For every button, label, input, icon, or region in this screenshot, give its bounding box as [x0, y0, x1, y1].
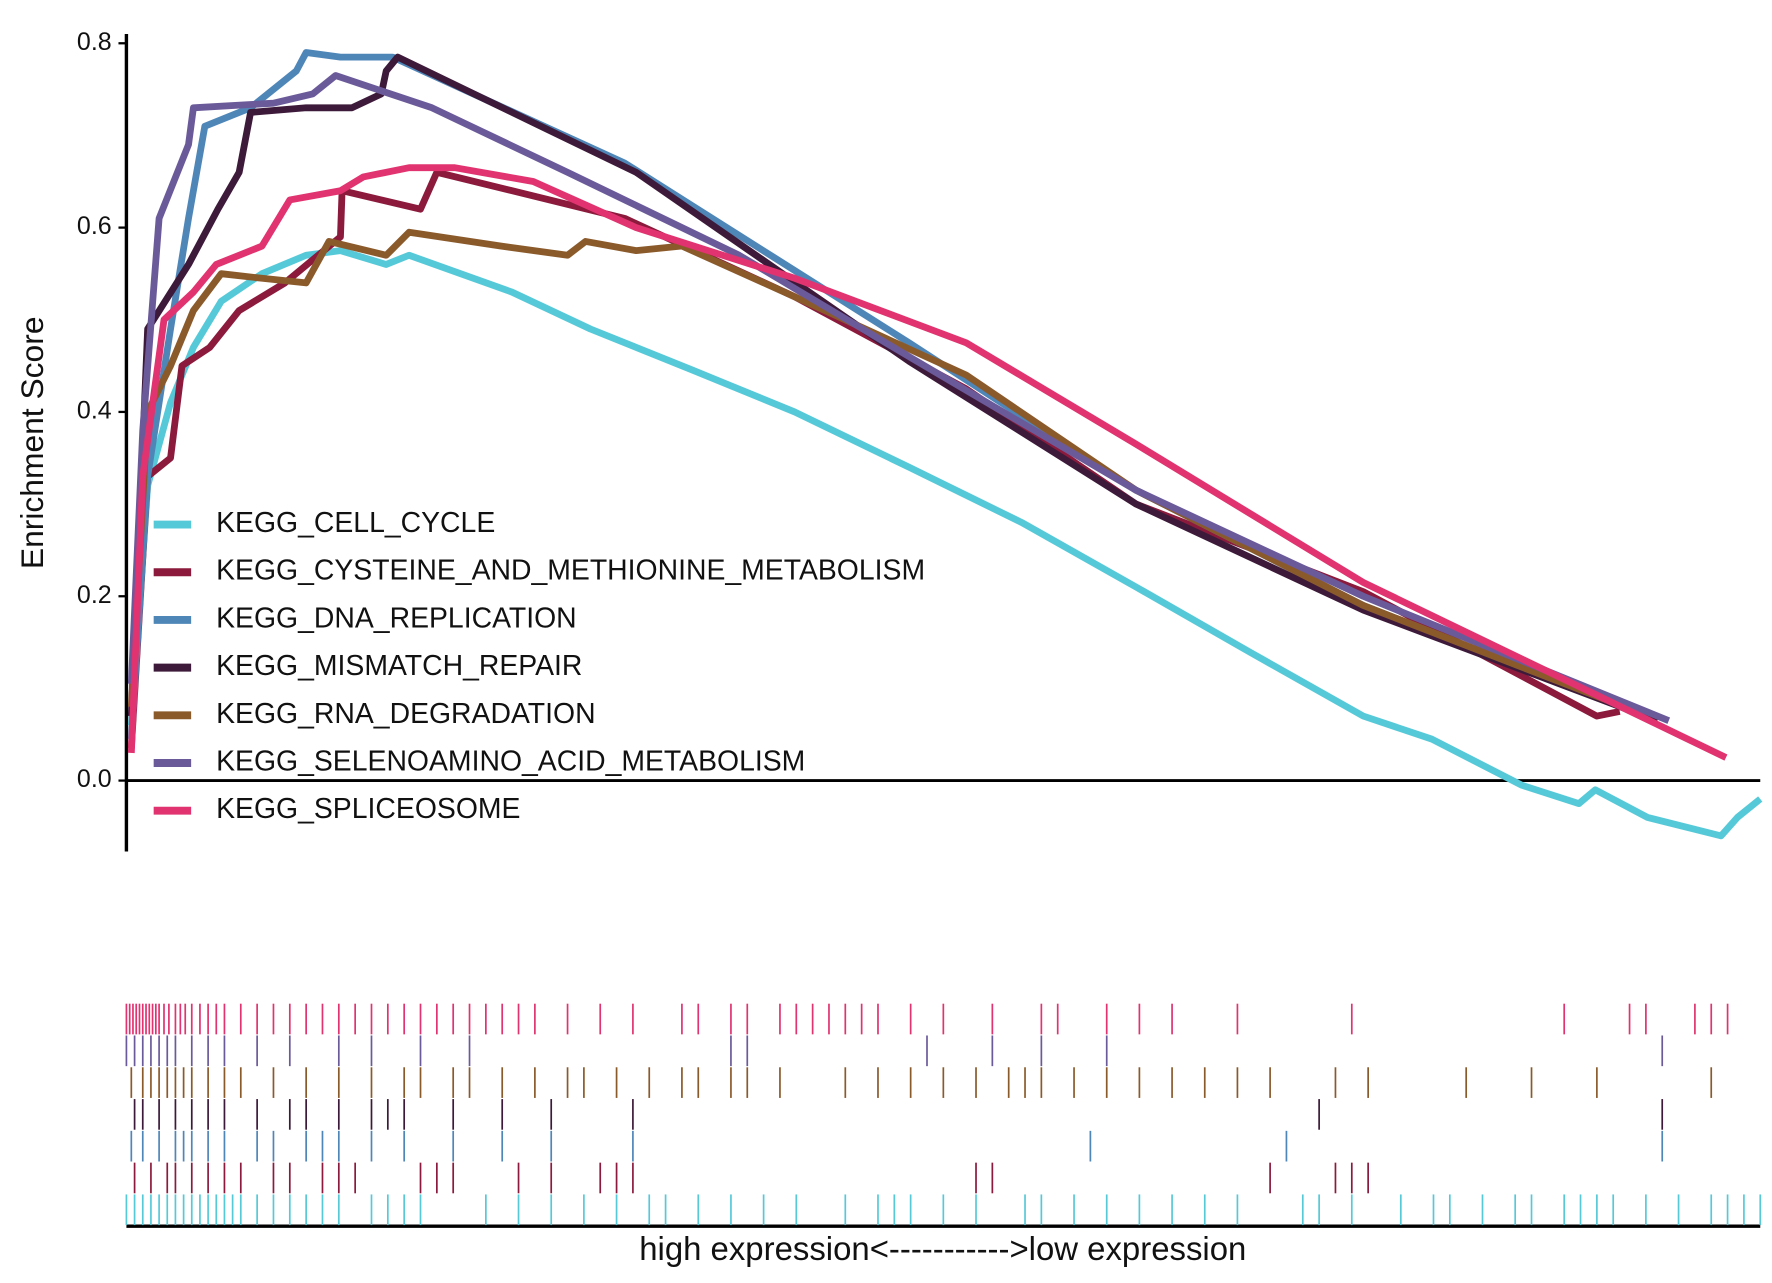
- y-tick-label: 0.4: [77, 397, 112, 425]
- y-axis-label: Enrichment Score: [14, 317, 50, 570]
- legend-label: KEGG_CELL_CYCLE: [216, 507, 495, 539]
- legend-label: KEGG_SPLICEOSOME: [216, 793, 520, 825]
- series-line: [127, 228, 1638, 715]
- y-tick-label: 0.0: [77, 765, 112, 793]
- legend-label: KEGG_CYSTEINE_AND_METHIONINE_METABOLISM: [216, 555, 925, 587]
- y-tick-label: 0.6: [77, 212, 112, 240]
- legend-label: KEGG_MISMATCH_REPAIR: [216, 650, 582, 682]
- series-line: [127, 72, 1671, 724]
- legend-label: KEGG_SELENOAMINO_ACID_METABOLISM: [216, 745, 805, 777]
- legend-label: KEGG_DNA_REPLICATION: [216, 602, 577, 634]
- series-line: [127, 247, 1763, 840]
- series-line: [127, 164, 1728, 761]
- y-tick-label: 0.2: [77, 581, 112, 609]
- y-tick-label: 0.8: [77, 28, 112, 56]
- x-axis-label: high expression<----------->low expressi…: [639, 1230, 1246, 1267]
- legend-label: KEGG_RNA_DEGRADATION: [216, 698, 595, 730]
- series-line: [127, 53, 1659, 724]
